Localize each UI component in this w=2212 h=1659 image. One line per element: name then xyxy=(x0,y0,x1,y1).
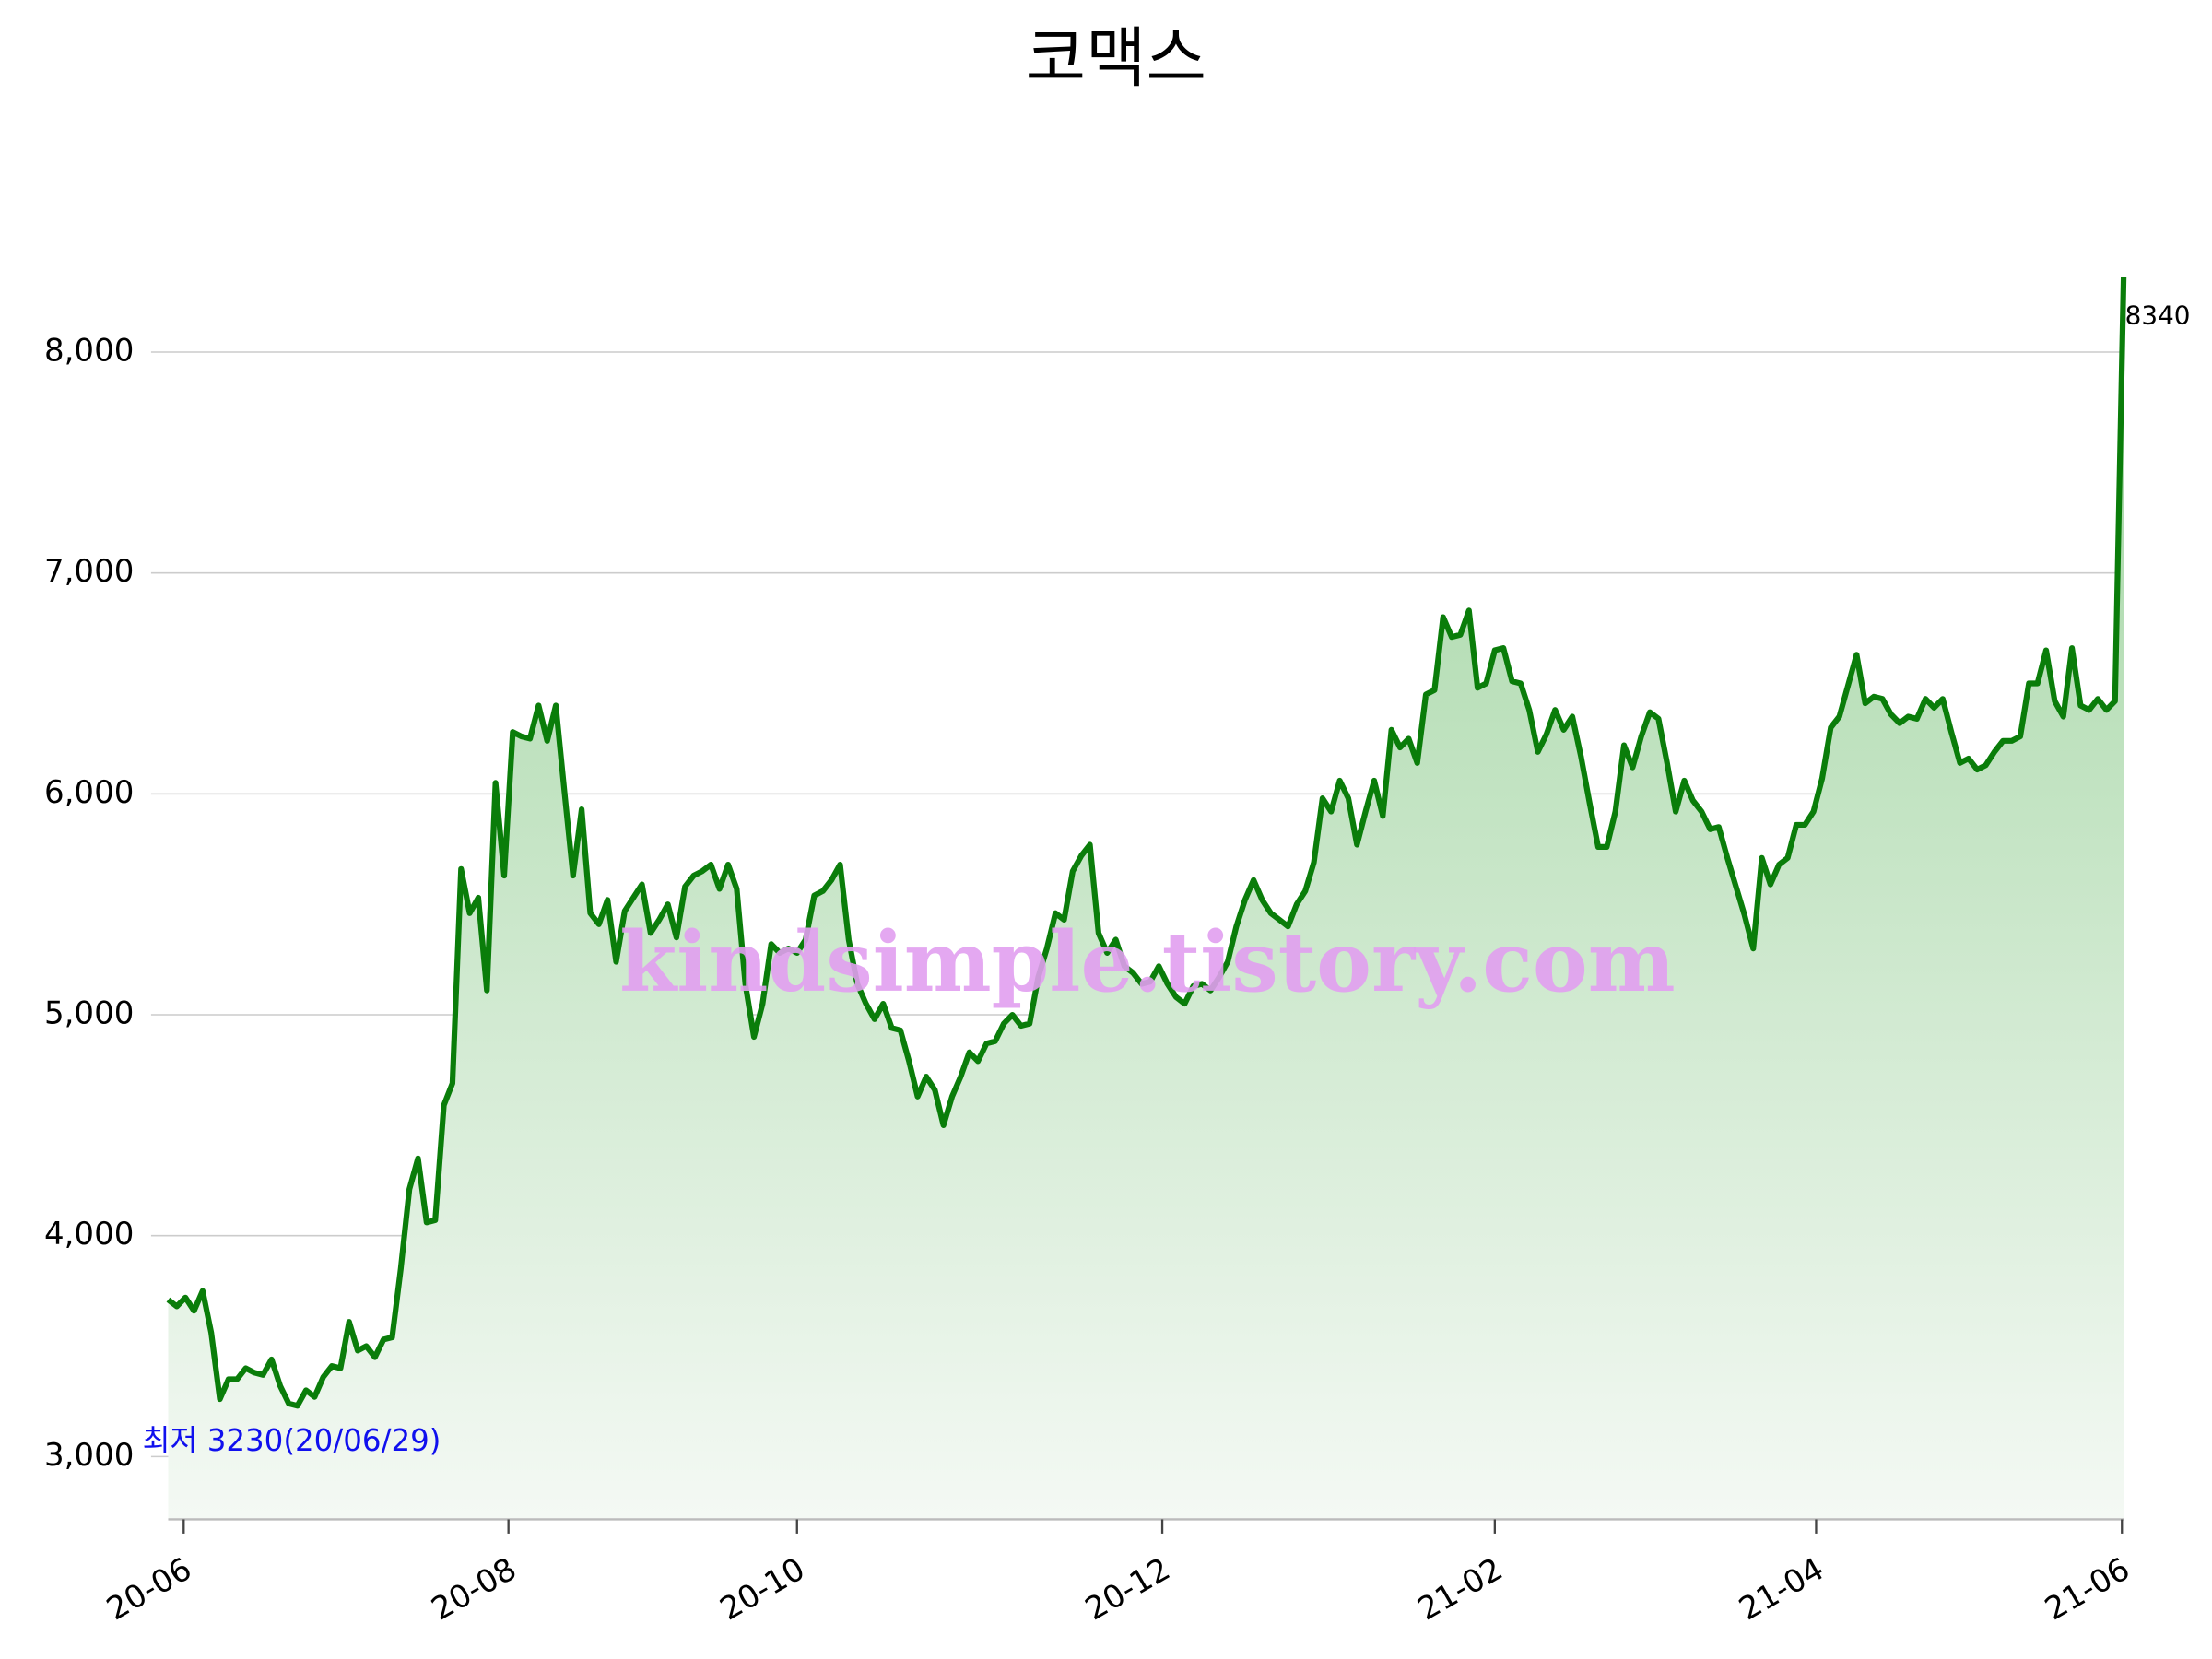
x-tick-label: 20-08 xyxy=(425,1550,523,1628)
x-tick-label: 21-06 xyxy=(2039,1550,2136,1628)
y-tick-label: 5,000 xyxy=(44,995,134,1032)
x-tick-label: 20-06 xyxy=(100,1550,198,1628)
x-tick-label: 21-04 xyxy=(1733,1550,1830,1628)
x-tick-label: 20-12 xyxy=(1079,1550,1177,1628)
chart-title: 코맥스 xyxy=(1026,20,1206,97)
watermark: kindsimple.tistory.com xyxy=(619,914,1676,1011)
x-tick-label: 21-02 xyxy=(1412,1550,1510,1628)
y-tick-label: 3,000 xyxy=(44,1437,134,1474)
last-annotation: 8340 xyxy=(2125,300,2191,330)
min-annotation: 최저 3230(20/06/29) xyxy=(143,1423,441,1458)
y-tick-label: 8,000 xyxy=(44,332,134,369)
y-tick-label: 7,000 xyxy=(44,553,134,590)
price-line xyxy=(166,276,2127,1409)
y-tick-label: 6,000 xyxy=(44,774,134,811)
area xyxy=(168,276,2124,1520)
x-tick-label: 20-10 xyxy=(714,1550,812,1628)
y-tick-label: 4,000 xyxy=(44,1216,134,1253)
